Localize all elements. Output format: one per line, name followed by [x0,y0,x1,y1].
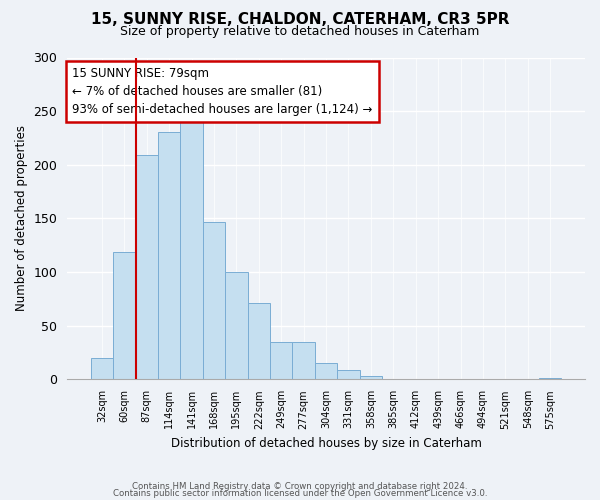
Bar [203,222,225,380]
Bar [270,342,292,380]
Text: 15, SUNNY RISE, CHALDON, CATERHAM, CR3 5PR: 15, SUNNY RISE, CHALDON, CATERHAM, CR3 5… [91,12,509,28]
Bar [181,111,203,380]
Text: Contains public sector information licensed under the Open Government Licence v3: Contains public sector information licen… [113,490,487,498]
X-axis label: Distribution of detached houses by size in Caterham: Distribution of detached houses by size … [170,437,482,450]
Bar [360,376,382,380]
Bar [91,358,113,380]
Bar [248,304,270,380]
Y-axis label: Number of detached properties: Number of detached properties [15,126,28,312]
Bar [315,364,337,380]
Bar [337,370,360,380]
Bar [225,272,248,380]
Bar [539,378,562,380]
Text: 15 SUNNY RISE: 79sqm
← 7% of detached houses are smaller (81)
93% of semi-detach: 15 SUNNY RISE: 79sqm ← 7% of detached ho… [73,67,373,116]
Text: Contains HM Land Registry data © Crown copyright and database right 2024.: Contains HM Land Registry data © Crown c… [132,482,468,491]
Bar [113,252,136,380]
Bar [158,132,181,380]
Text: Size of property relative to detached houses in Caterham: Size of property relative to detached ho… [121,25,479,38]
Bar [292,342,315,380]
Bar [136,155,158,380]
